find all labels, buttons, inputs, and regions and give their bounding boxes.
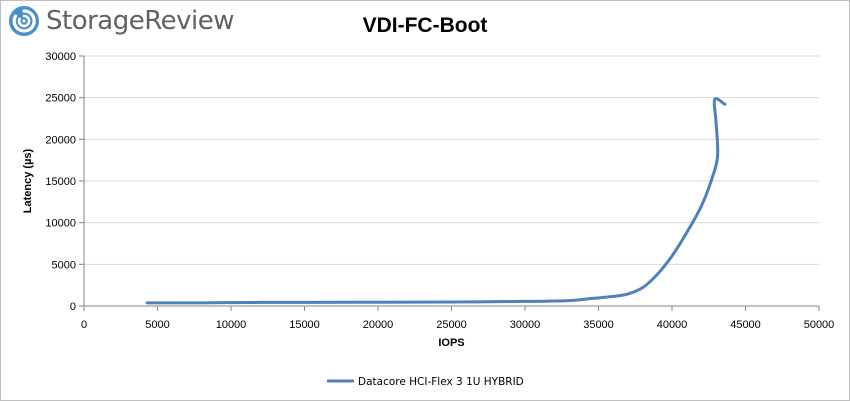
x-tick-label-15000: 15000 (289, 319, 320, 331)
x-tick-label-45000: 45000 (730, 319, 761, 331)
x-tick-label-50000: 50000 (804, 319, 835, 331)
x-tick-label-5000: 5000 (145, 319, 169, 331)
gridlines (84, 55, 819, 265)
logo-text: StorageReview (46, 6, 235, 36)
x-axis-label: IOPS (438, 337, 464, 349)
series-line-0 (145, 97, 727, 305)
x-tick-label-20000: 20000 (363, 319, 394, 331)
chart-title: VDI-FC-Boot (362, 14, 488, 37)
y-tick-label-5000: 5000 (52, 259, 76, 271)
y-tick-label-25000: 25000 (45, 93, 76, 105)
series-lines (145, 97, 727, 305)
x-tick-label-35000: 35000 (583, 319, 614, 331)
y-tick-label-0: 0 (70, 301, 76, 313)
x-tick-label-10000: 10000 (216, 319, 247, 331)
legend: Datacore HCI-Flex 3 1U HYBRID (327, 376, 524, 388)
x-tick-label-25000: 25000 (436, 319, 467, 331)
y-tick-label-20000: 20000 (45, 134, 76, 146)
legend-label-0: Datacore HCI-Flex 3 1U HYBRID (358, 376, 524, 388)
y-tick-label-10000: 10000 (45, 218, 76, 230)
x-tick-label-40000: 40000 (657, 319, 688, 331)
x-tick-labels: 0 5000 10000 15000 20000 25000 30000 35000 40000… (81, 319, 834, 331)
y-tick-label-15000: 15000 (45, 176, 76, 188)
storagereview-swirl-icon (9, 6, 39, 36)
y-tick-label-30000: 30000 (45, 51, 76, 63)
x-tick-label-30000: 30000 (510, 319, 541, 331)
x-tick-label-0: 0 (81, 319, 87, 331)
y-tick-labels: 0 5000 10000 15000 20000 25000 30000 (45, 51, 76, 313)
axes (79, 55, 820, 311)
storagereview-logo: StorageReview (8, 5, 235, 37)
y-axis-label: Latency (µs) (22, 148, 34, 213)
